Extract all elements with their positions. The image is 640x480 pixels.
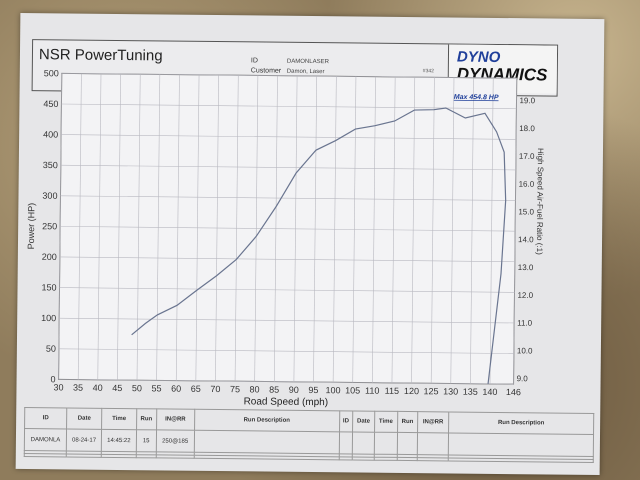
y-tick-label: 100 (41, 313, 56, 323)
y-axis-label: Power (HP) (26, 203, 36, 250)
col-inrr-2: IN@RR (417, 411, 449, 434)
y2-tick-label: 12.0 (517, 291, 533, 300)
x-tick-label: 140 (482, 387, 497, 397)
col-date-2: Date (352, 410, 375, 433)
y-tick-label: 500 (44, 68, 59, 78)
x-tick-label: 70 (210, 384, 220, 394)
cell-date: 08-24-17 (66, 429, 102, 452)
y-tick-label: 50 (46, 344, 56, 354)
grid-line-y (61, 103, 517, 110)
y-tick-label: 350 (43, 160, 58, 170)
x-tick-label: 110 (365, 386, 379, 396)
col-run: Run (136, 408, 157, 431)
col-desc: Run Description (194, 409, 340, 433)
cell-time: 14:45:22 (101, 429, 137, 452)
grid-line-y (58, 348, 514, 354)
grid (58, 72, 518, 385)
grid-line-y (60, 195, 516, 201)
y-tick-label: 450 (43, 99, 58, 109)
y2-tick-label: 15.0 (518, 207, 534, 216)
grid-line-y (58, 379, 514, 385)
col-date: Date (66, 407, 103, 430)
x-tick-label: 105 (345, 385, 360, 395)
max-hp-annotation: Max 454.8 HP (454, 94, 499, 101)
y2-tick-label: 9.0 (517, 374, 529, 383)
grid-line-y (59, 287, 515, 293)
y2-tick-label: 10.0 (517, 346, 533, 355)
power-curve (131, 107, 507, 384)
x-tick-label: 90 (289, 385, 299, 395)
col-id-2: ID (339, 410, 353, 433)
y2-tick-label: 16.0 (519, 180, 535, 189)
x-tick-label: 80 (250, 384, 260, 394)
col-desc-2: Run Description (448, 411, 594, 435)
grid-line-y (59, 256, 515, 263)
x-tick-label: 50 (132, 383, 142, 393)
cell-id: DAMONLA (24, 428, 67, 451)
col-inrr: IN@RR (156, 408, 195, 431)
x-tick-label: 45 (112, 383, 122, 393)
x-tick-label: 65 (191, 384, 201, 394)
col-id: ID (24, 407, 67, 430)
dyno-sheet: NSR PowerTuning ID Customer DAMONLASER D… (15, 12, 605, 476)
y-tick-label: 150 (41, 282, 56, 292)
x-tick-label: 130 (443, 386, 458, 396)
x-tick-label: 95 (308, 385, 318, 395)
y-tick-label: 0 (51, 374, 56, 384)
x-tick-label: 85 (269, 385, 279, 395)
grid-line-y (61, 73, 517, 79)
y2-tick-label: 18.0 (519, 124, 535, 133)
y2-axis-label: High Speed Air-Fuel Ratio (:1) (535, 148, 545, 255)
y-tick-label: 250 (42, 221, 57, 231)
grid-line-y (60, 164, 516, 171)
grid-line-y (61, 134, 517, 140)
y2-tick-label: 17.0 (519, 152, 535, 161)
cell-inrr: 250@185 (156, 430, 195, 453)
x-axis-label: Road Speed (mph) (244, 396, 329, 408)
power-chart: 30 35 40 45 50 55 60 65 70 75 80 85 90 95 100 105 110 115… (26, 68, 545, 408)
cell-run: 15 (135, 430, 157, 452)
y2-tick-label: 11.0 (517, 319, 533, 328)
x-tick-label: 120 (404, 386, 419, 396)
y-tick-label: 300 (42, 191, 57, 201)
x-tick-label: 55 (151, 383, 161, 393)
ticks: 30 35 40 45 50 55 60 65 70 75 80 85 90 95 100 105 110 115… (41, 68, 536, 397)
x-tick-label: 75 (230, 384, 240, 394)
y2-tick-label: 13.0 (518, 263, 534, 272)
y-tick-label: 200 (42, 252, 57, 262)
run-table: ID Date Time Run IN@RR Run Description I… (24, 407, 594, 463)
x-tick-label: 30 (53, 382, 63, 392)
x-tick-label: 125 (424, 386, 439, 396)
col-time: Time (101, 408, 137, 431)
col-time-2: Time (374, 411, 398, 433)
cell-desc (193, 430, 340, 454)
x-tick-label: 100 (325, 385, 340, 395)
x-tick-label: 60 (171, 384, 181, 394)
x-tick-label: 115 (385, 386, 399, 396)
col-run-2: Run (397, 411, 418, 434)
y2-tick-label: 14.0 (518, 235, 534, 244)
x-tick-label: 40 (93, 383, 103, 393)
grid-line-y (60, 226, 516, 232)
x-tick-label: 135 (463, 387, 478, 397)
x-tick-label: 35 (73, 383, 83, 393)
y2-tick-label: 19.0 (519, 96, 535, 105)
y-tick-label: 400 (43, 129, 58, 139)
x-tick-label: 146 (506, 387, 521, 397)
grid-line-y (59, 317, 515, 324)
